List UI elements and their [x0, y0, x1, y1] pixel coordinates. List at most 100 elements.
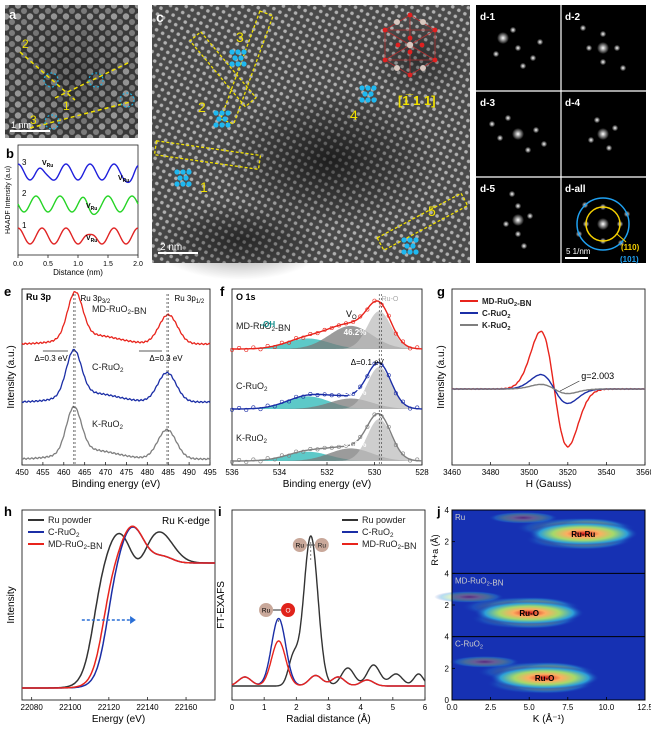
series-label: C-RuO2: [92, 362, 124, 374]
panel-letter: h: [4, 504, 12, 519]
peak-label: Ru 3p1/2: [174, 294, 204, 305]
x-tick-label: 10.0: [599, 703, 615, 712]
diffraction-ring-101: [576, 197, 630, 251]
series-label: MD-RuO2-BN: [455, 576, 504, 587]
x-tick-label: 1: [262, 703, 267, 712]
heatmap-contour: [488, 511, 559, 524]
region-label: 5: [428, 203, 436, 219]
data-point: [365, 307, 370, 312]
x-axis-label: K (Å⁻¹): [533, 712, 564, 725]
data-point: [272, 457, 277, 462]
data-point: [351, 319, 356, 324]
data-point: [322, 327, 327, 332]
series-label: C-RuO2: [482, 309, 510, 320]
data-point: [315, 331, 320, 336]
data-point: [343, 393, 348, 398]
x-tick-label: 530: [368, 468, 382, 477]
tile-label: d-all: [565, 184, 586, 195]
atom-label: Ru: [318, 543, 327, 550]
panel-letter: j: [436, 504, 441, 519]
panel-letter: a: [9, 7, 17, 22]
x-tick-label: 5: [391, 703, 396, 712]
data-point: [244, 459, 249, 464]
series-label: C-RuO2: [362, 527, 394, 539]
data-point: [230, 459, 235, 464]
x-tick-label: 1.5: [103, 261, 113, 268]
vacancy-label: VRu: [86, 235, 97, 244]
atom-label: Ru: [262, 608, 271, 615]
x-tick-label: 22160: [175, 703, 198, 712]
data-point: [230, 347, 235, 352]
chart-f: f 536 534 532 530 528 Binding energy (eV) O 1s M…: [220, 284, 429, 490]
vacancy-label: VRu: [42, 160, 53, 169]
x-tick-label: 450: [15, 468, 29, 477]
diffraction-ring-110: [585, 206, 621, 242]
atom-ru: [292, 538, 307, 552]
data-point: [244, 407, 249, 412]
data-point: [393, 331, 398, 336]
series-label: C-RuO2: [48, 527, 80, 539]
component-label: -OH: [261, 320, 276, 329]
x-tick-label: 3: [326, 703, 331, 712]
component-label: VO: [346, 309, 357, 321]
x-tick-label: 3540: [598, 468, 616, 477]
x-tick-label: 3460: [443, 468, 461, 477]
diffraction-spot: [597, 218, 609, 230]
data-point: [386, 373, 391, 378]
data-point: [365, 374, 370, 379]
data-point: [279, 453, 284, 458]
diffraction-spot: [508, 190, 516, 198]
series-line: [452, 383, 646, 395]
diffraction-spot: [599, 58, 607, 66]
data-point: [258, 347, 263, 352]
diffraction-spot: [514, 202, 522, 210]
chart-h: h 22080 22100 22120 22140 22160 Energy (eV) Int…: [4, 504, 216, 725]
x-tick-label: 3480: [482, 468, 500, 477]
series-label: MD-RuO2-BN: [482, 297, 532, 308]
x-tick-label: 460: [57, 468, 71, 477]
x-axis-label: Binding energy (eV): [283, 479, 371, 490]
x-tick-label: 6: [423, 703, 428, 712]
data-point: [265, 344, 270, 349]
panel-a: a 2 1 3 1 nm: [5, 5, 138, 138]
data-point: [351, 442, 356, 447]
data-point: [386, 424, 391, 429]
data-point: [336, 444, 341, 449]
line-label: 3: [30, 113, 37, 127]
data-point: [279, 340, 284, 345]
data-point: [315, 447, 320, 452]
haadf-profile-1: [17, 227, 139, 245]
data-point: [294, 394, 299, 399]
shift-label: Δ=0.3 eV: [35, 354, 69, 363]
data-point: [372, 412, 377, 417]
data-point: [301, 449, 306, 454]
data-point: [237, 345, 242, 350]
haadf-profile-2: [17, 195, 139, 216]
diffraction-spot: [599, 30, 607, 38]
region-label: 1: [200, 179, 208, 195]
fit-component: [232, 311, 422, 349]
panel-d: (110) (101) d-1 d-2 d-3 d-4 d-5 d-all 5 …: [476, 5, 646, 264]
heatmap-peak: [489, 665, 600, 690]
shift-label: Δ=0.3 eV: [149, 354, 183, 363]
data-point: [308, 331, 313, 336]
ring-label: (110): [621, 243, 640, 252]
x-tick-label: 532: [320, 468, 334, 477]
panel-letter: c: [156, 9, 164, 25]
x-tick-label: 2.0: [133, 261, 143, 268]
series-label: C-RuO2: [236, 381, 268, 393]
fit-envelope: [232, 300, 423, 350]
x-tick-label: 3520: [559, 468, 577, 477]
x-tick-label: 536: [225, 468, 239, 477]
series-line: [232, 535, 426, 687]
heatmap-peak: [474, 600, 585, 625]
diffraction-spot: [512, 214, 524, 226]
data-point: [408, 346, 413, 351]
x-tick-label: 485: [162, 468, 176, 477]
atom-ru: [314, 538, 329, 552]
y-tick-label: 0: [445, 696, 450, 705]
data-point: [265, 403, 270, 408]
data-point: [408, 406, 413, 411]
data-point: [393, 391, 398, 396]
